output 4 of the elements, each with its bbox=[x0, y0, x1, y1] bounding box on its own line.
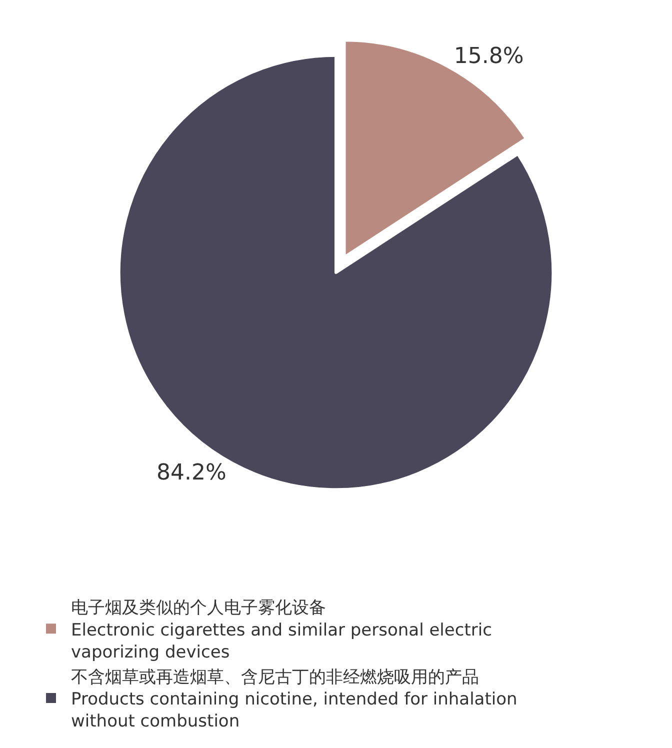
legend-label: 电子烟及类似的个人电子雾化设备 Electronic cigarettes and similar personal electric vaporizing devices bbox=[71, 598, 492, 662]
legend-label: 不含烟草或再造烟草、含尼古丁的非经燃烧吸用的产品 Products containing nicotine, intended for inhalation without combustion bbox=[71, 667, 518, 732]
data-label: 84.2% bbox=[156, 460, 226, 486]
data-label: 15.8% bbox=[454, 44, 524, 70]
